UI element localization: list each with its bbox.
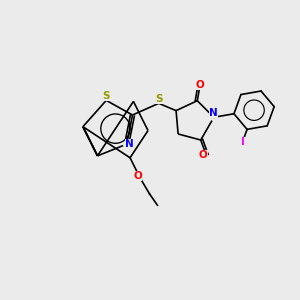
- Text: O: O: [199, 150, 208, 160]
- Text: S: S: [155, 94, 163, 104]
- Text: I: I: [241, 137, 244, 147]
- Text: O: O: [133, 171, 142, 181]
- Text: O: O: [196, 80, 205, 90]
- Text: N: N: [125, 139, 134, 149]
- Text: S: S: [103, 91, 110, 101]
- Text: N: N: [209, 108, 218, 118]
